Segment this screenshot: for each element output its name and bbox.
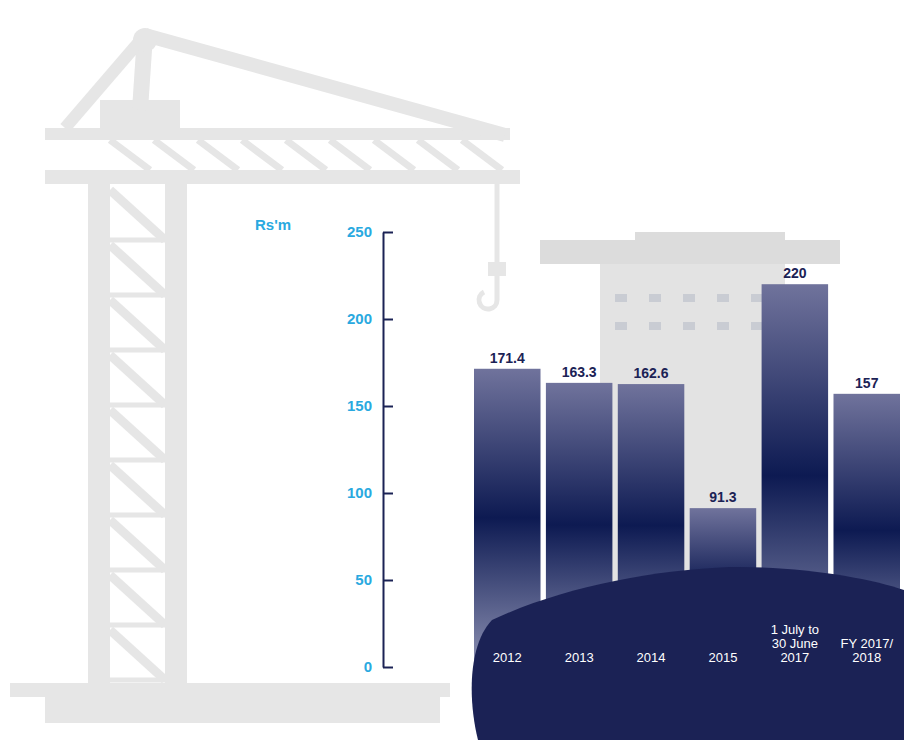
crane-brace: [198, 140, 238, 170]
category-label: 2015: [708, 650, 737, 665]
building-window: [751, 322, 763, 330]
crane-brace: [110, 140, 150, 170]
data-label: 220: [783, 265, 807, 281]
crane-brace: [110, 568, 165, 573]
crane-brace: [110, 403, 165, 408]
category-label: FY 2017/2018: [840, 636, 893, 665]
crane-brace: [110, 238, 165, 243]
crane-hook: [488, 262, 506, 276]
crane-jib: [45, 128, 510, 140]
data-label: 163.3: [562, 364, 597, 380]
axis-line: [383, 233, 385, 668]
category-label: 1 July to30 June2017: [771, 622, 819, 665]
tick: 200: [347, 310, 393, 327]
crane-brace: [242, 140, 282, 170]
category-label: 2014: [637, 650, 666, 665]
crane-boom: [65, 35, 145, 128]
data-label: 157: [855, 375, 879, 391]
ground: [472, 567, 904, 740]
crane-cable: [495, 184, 500, 262]
tick-label: 200: [347, 310, 372, 327]
building-window: [683, 294, 695, 302]
tick-label: 50: [355, 571, 372, 588]
tick: 250: [347, 223, 393, 240]
crane-brace: [286, 140, 326, 170]
tick-mark: [383, 493, 393, 495]
crane-brace: [110, 513, 165, 518]
building-window: [649, 322, 661, 330]
crane-brace: [110, 348, 165, 353]
category-label: 2012: [493, 650, 522, 665]
crane-mast: [165, 175, 187, 685]
building-window: [751, 294, 763, 302]
crane-brace: [154, 140, 194, 170]
data-label: 162.6: [634, 365, 669, 381]
crane-brace: [110, 678, 165, 683]
tick: 50: [355, 571, 393, 588]
crane-illustration: [10, 28, 520, 723]
crane-brace: [418, 140, 458, 170]
crane-base: [10, 683, 450, 697]
tick-label: 250: [347, 223, 372, 240]
tick: 150: [347, 397, 393, 414]
data-label: 171.4: [490, 350, 525, 366]
building-roof: [540, 240, 840, 264]
axis-title: Rs'm: [255, 216, 291, 233]
crane-mast: [88, 175, 110, 685]
building-window: [615, 322, 627, 330]
building-window: [683, 322, 695, 330]
building-window: [649, 294, 661, 302]
crane-brace: [374, 140, 414, 170]
crane-brace: [110, 190, 165, 240]
category-labels: 2012 2013 2014 2015 1 July to30 June2017 FY 2…: [493, 622, 894, 665]
crane-brace: [110, 293, 165, 298]
crane-pivot: [133, 28, 157, 52]
crane-brace: [110, 458, 165, 463]
crane-brace: [110, 410, 165, 460]
crane-brace: [110, 520, 165, 570]
y-axis: 0 50 100 150 200 250: [347, 223, 393, 675]
crane-hook: [479, 276, 497, 309]
crane-brace: [330, 140, 370, 170]
building-window: [717, 294, 729, 302]
crane-jib: [45, 170, 520, 184]
crane-brace: [110, 623, 165, 628]
category-label: 2013: [565, 650, 594, 665]
crane-brace: [110, 630, 165, 680]
tick-mark: [383, 667, 393, 669]
tick-label: 0: [364, 658, 372, 675]
data-label: 91.3: [709, 489, 736, 505]
crane-brace: [110, 300, 165, 350]
crane-brace: [110, 355, 165, 405]
crane-brace: [110, 465, 165, 515]
crane-brace: [110, 245, 165, 295]
tick: 100: [347, 484, 393, 501]
building-window: [615, 294, 627, 302]
building-roof: [635, 232, 785, 242]
tick-mark: [383, 406, 393, 408]
tick-label: 100: [347, 484, 372, 501]
tick-mark: [383, 580, 393, 582]
tick-mark: [383, 232, 393, 234]
crane-brace: [110, 575, 165, 625]
data-labels: 171.4 163.3 162.6 91.3 220 157: [490, 265, 879, 505]
crane-brace: [462, 140, 502, 170]
building-window: [717, 322, 729, 330]
crane-base: [45, 697, 440, 723]
tick-label: 150: [347, 397, 372, 414]
crane-boom: [145, 35, 505, 135]
tick-mark: [383, 319, 393, 321]
chart: 2012 2013 2014 2015 1 July to30 June2017 FY 2…: [0, 0, 904, 740]
tick: 0: [364, 658, 393, 675]
